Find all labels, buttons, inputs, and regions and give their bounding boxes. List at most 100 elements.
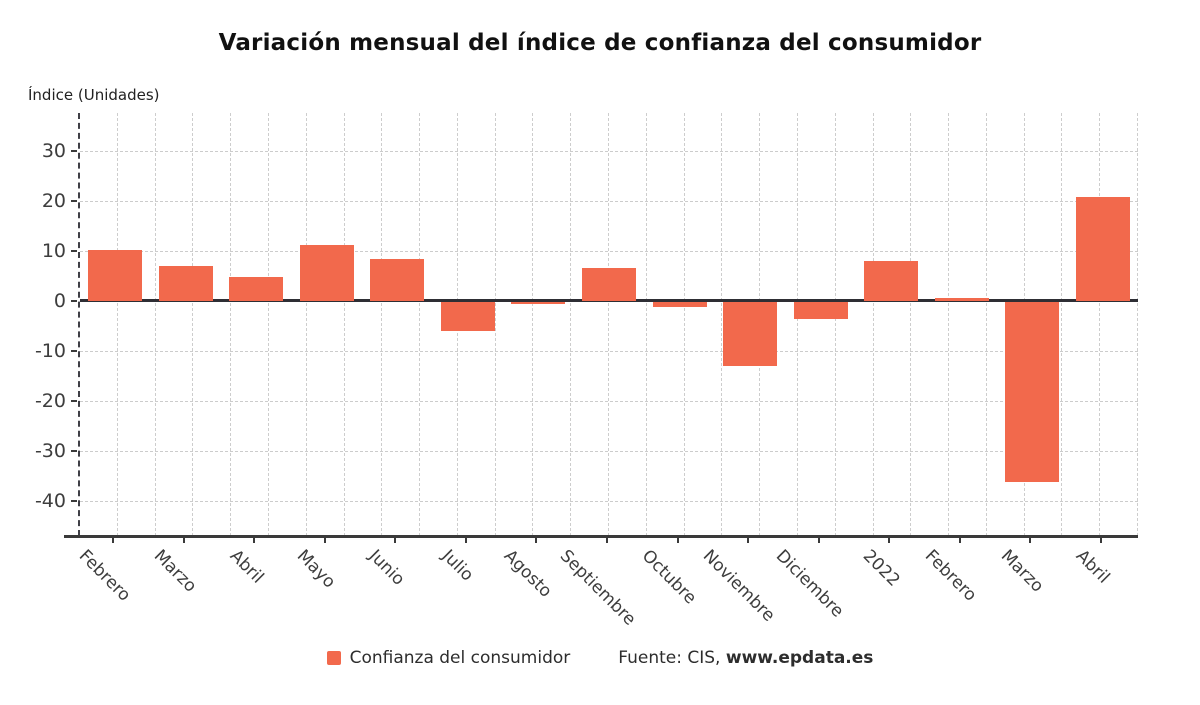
x-tick-label-text: Julio (438, 546, 478, 586)
x-tick-label-text: Noviembre (698, 546, 779, 626)
x-tick-label: Febrero (921, 546, 1000, 606)
x-tick-label-text: Marzo (150, 546, 201, 597)
x-tick-mark (112, 538, 115, 543)
legend-label: Confianza del consumidor (349, 648, 571, 668)
y-axis-label: Índice (Unidades) (28, 86, 160, 104)
x-tick-label: Marzo (997, 546, 1062, 596)
legend-swatch-icon (326, 651, 341, 665)
y-tick-label: 20 (41, 189, 66, 212)
x-tick-label: Marzo (150, 546, 216, 596)
x-tick-label: Febrero (75, 546, 153, 606)
x-tick-mark (323, 538, 326, 543)
x-gridline (834, 113, 836, 536)
x-tick-label-text: Febrero (921, 546, 981, 606)
x-gridline (608, 113, 609, 536)
x-gridline (1137, 113, 1138, 536)
x-tick-label: 2022 (859, 546, 916, 591)
x-gridline (343, 113, 345, 536)
y-tick-mark (71, 249, 77, 252)
x-axis-line (64, 535, 1138, 538)
bar-noviembre-9[interactable] (723, 302, 778, 367)
bar-septiembre-7[interactable] (582, 267, 636, 301)
bar-junio-4[interactable] (370, 258, 425, 301)
x-gridline (267, 113, 269, 536)
y-tick-label: 10 (41, 239, 66, 262)
x-tick-mark (535, 538, 538, 543)
bar-febrero-0[interactable] (88, 250, 143, 301)
y-tick-mark (71, 349, 77, 352)
x-gridline (154, 113, 156, 536)
x-gridline (532, 113, 534, 536)
x-gridline (116, 113, 118, 536)
y-gridline (80, 200, 1138, 202)
x-tick-label-text: 2022 (858, 546, 904, 591)
y-tick-mark (71, 299, 77, 302)
x-tick-label-text: Abril (1071, 546, 1114, 588)
x-tick-mark (676, 538, 679, 543)
x-tick-label: Julio (438, 546, 488, 585)
y-tick-mark (71, 149, 77, 152)
source-prefix: Fuente: CIS, (618, 648, 726, 668)
source-link[interactable]: www.epdata.es (725, 648, 874, 668)
y-gridline (80, 400, 1138, 402)
bar-octubre-8[interactable] (652, 302, 707, 308)
bar-marzo-1[interactable] (158, 265, 213, 301)
x-tick-label-text: Junio (365, 546, 409, 590)
x-tick-mark (1099, 538, 1102, 543)
x-gridline (796, 113, 798, 536)
chart-footer: Confianza del consumidor Fuente: CIS, ww… (0, 648, 1200, 668)
x-gridline (494, 113, 496, 536)
plot-area (78, 113, 1138, 536)
x-gridline (419, 113, 421, 536)
x-gridline (1061, 113, 1063, 536)
bar-abril-14[interactable] (1075, 197, 1130, 301)
x-tick-mark (1029, 538, 1032, 543)
x-gridline (230, 113, 232, 536)
bar-febrero-12[interactable] (934, 298, 989, 301)
x-gridline (910, 113, 912, 536)
y-tick-mark (71, 449, 77, 452)
x-gridline (683, 113, 685, 536)
bar-agosto-6[interactable] (511, 302, 566, 305)
x-gridline (985, 113, 987, 536)
y-tick-label: -40 (34, 489, 66, 512)
bar-julio-5[interactable] (440, 302, 495, 331)
x-tick-mark (958, 538, 961, 543)
x-tick-label: Abril (1072, 546, 1125, 588)
y-gridline (80, 350, 1138, 352)
x-tick-mark (182, 538, 185, 543)
y-tick-mark (71, 499, 77, 502)
bar-diciembre-10[interactable] (793, 302, 848, 320)
x-tick-mark (464, 538, 467, 543)
y-gridline (80, 450, 1138, 452)
x-gridline (721, 113, 723, 536)
x-tick-label: Abril (225, 546, 278, 588)
bar-mayo-3[interactable] (299, 245, 354, 301)
x-tick-label-text: Marzo (996, 546, 1048, 597)
y-tick-mark (71, 399, 77, 402)
x-tick-mark (394, 538, 397, 543)
y-gridline (80, 250, 1138, 252)
x-gridline (872, 113, 874, 536)
bar-marzo-13[interactable] (1005, 302, 1060, 483)
x-tick-label-text: Agosto (499, 546, 556, 602)
x-tick-mark (253, 538, 256, 543)
y-tick-label: 30 (41, 139, 66, 162)
x-tick-mark (606, 538, 608, 543)
x-gridline (948, 113, 950, 536)
x-tick-mark (888, 538, 891, 543)
legend-item-confianza[interactable]: Confianza del consumidor (326, 648, 571, 668)
x-tick-mark (747, 538, 750, 543)
x-tick-label: Mayo (293, 546, 353, 592)
x-tick-label-text: Mayo (293, 546, 340, 593)
y-tick-mark (71, 199, 77, 202)
y-gridline (80, 500, 1138, 502)
bar-abril-2[interactable] (229, 277, 284, 301)
x-gridline (192, 113, 194, 536)
y-tick-label: -10 (34, 339, 66, 362)
x-gridline (570, 113, 572, 536)
x-tick-label-text: Abril (225, 546, 267, 588)
bar-2022-11[interactable] (864, 261, 919, 301)
x-tick-mark (817, 538, 820, 543)
